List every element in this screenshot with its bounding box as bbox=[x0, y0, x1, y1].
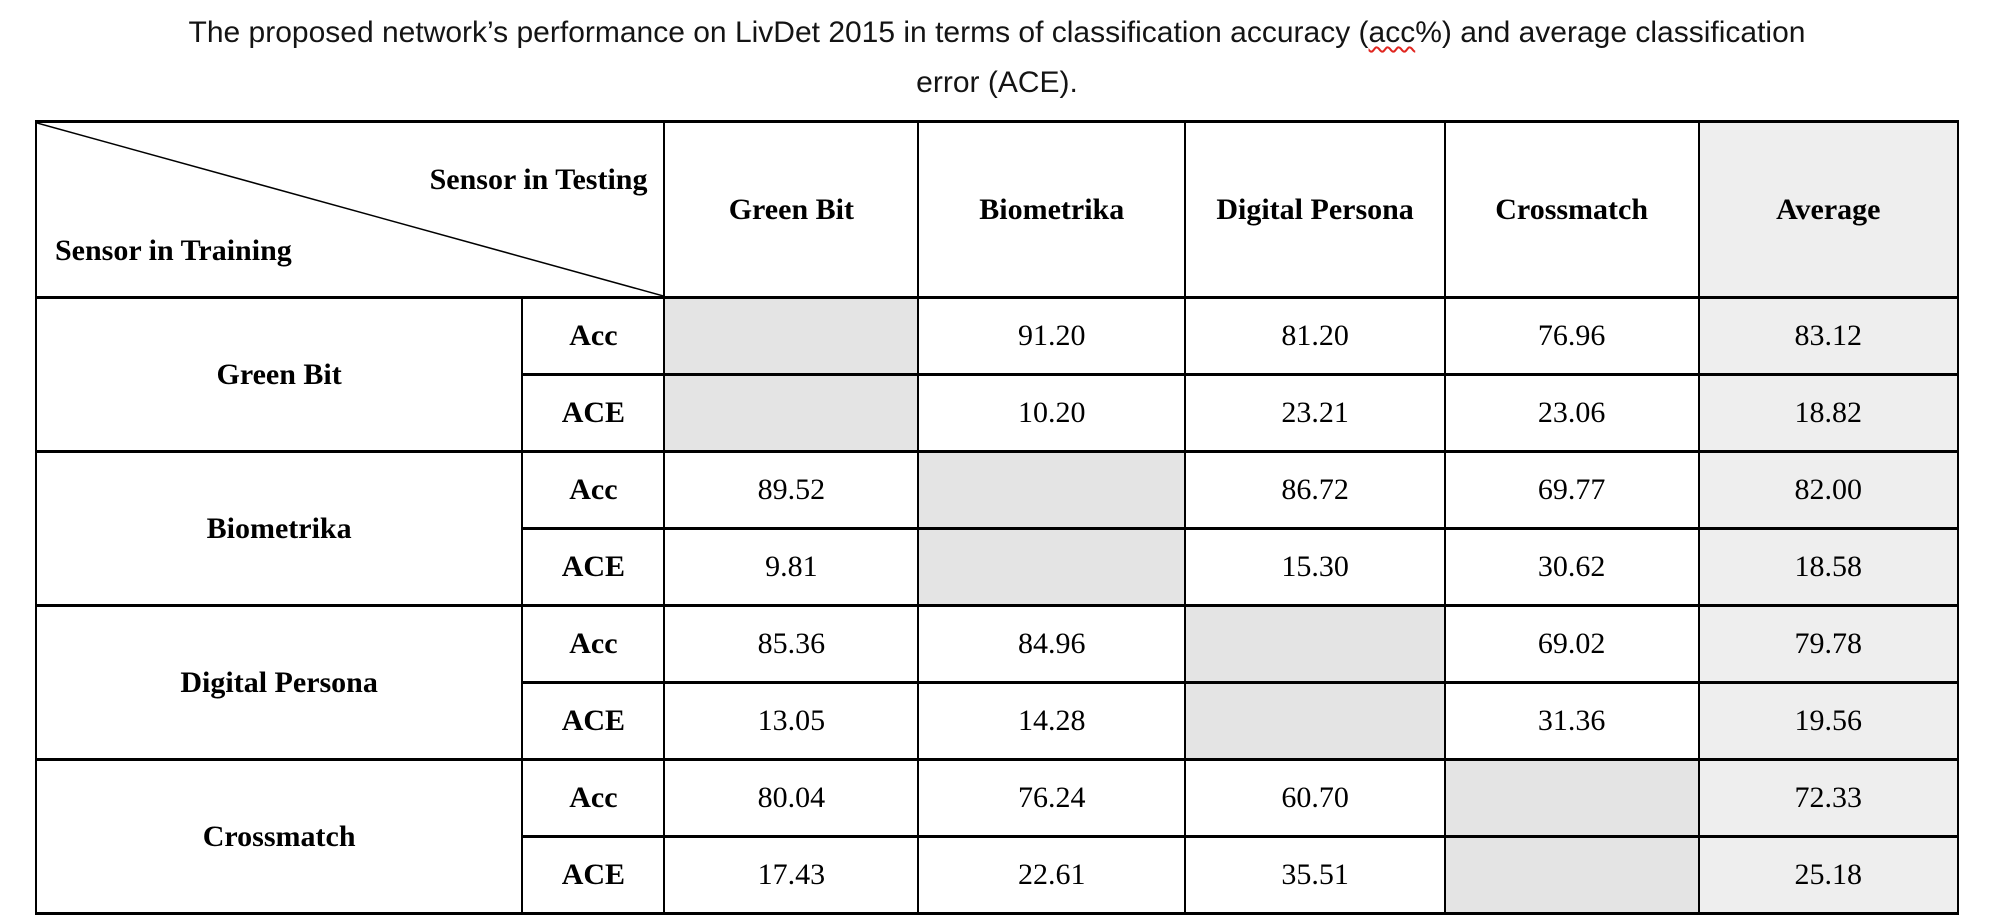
sensor-row-header-biometrika: Biometrika bbox=[34, 450, 524, 607]
value-cell: 35.51 bbox=[1184, 835, 1446, 915]
caption-text-post: %) and average classification bbox=[1415, 16, 1806, 49]
table-caption: The proposed network’s performance on Li… bbox=[0, 0, 1994, 107]
metric-label-acc: Acc bbox=[521, 758, 666, 838]
blank-diagonal-cell bbox=[1443, 835, 1700, 915]
row-digital-persona-ace: ACE 13.05 14.28 31.36 19.56 bbox=[36, 681, 1960, 761]
value-cell: 86.72 bbox=[1184, 450, 1446, 530]
row-crossmatch-ace: ACE 17.43 22.61 35.51 25.18 bbox=[36, 835, 1960, 915]
blank-diagonal-cell bbox=[663, 373, 920, 453]
blank-diagonal-cell bbox=[1184, 604, 1446, 684]
metric-label-acc: Acc bbox=[521, 296, 666, 376]
value-cell: 31.36 bbox=[1443, 681, 1700, 761]
blank-diagonal-cell bbox=[1184, 681, 1446, 761]
value-cell: 60.70 bbox=[1184, 758, 1446, 838]
sensor-row-header-green-bit: Green Bit bbox=[34, 296, 524, 453]
metric-label-acc: Acc bbox=[521, 450, 666, 530]
value-cell-average: 82.00 bbox=[1697, 450, 1960, 530]
blank-diagonal-cell bbox=[663, 296, 920, 376]
corner-cell: Sensor in Testing Sensor in Training bbox=[34, 120, 666, 299]
blank-diagonal-cell bbox=[1443, 758, 1700, 838]
metric-label-ace: ACE bbox=[521, 835, 666, 915]
column-header-biometrika: Biometrika bbox=[917, 120, 1187, 299]
metric-label-ace: ACE bbox=[521, 527, 666, 607]
column-header-average: Average bbox=[1697, 120, 1960, 299]
value-cell: 85.36 bbox=[663, 604, 920, 684]
sensor-in-testing-label: Sensor in Testing bbox=[429, 163, 648, 196]
value-cell: 80.04 bbox=[663, 758, 920, 838]
row-crossmatch-acc: Crossmatch Acc 80.04 76.24 60.70 72.33 bbox=[34, 758, 1960, 915]
value-cell: 17.43 bbox=[663, 835, 920, 915]
metric-label-acc: Acc bbox=[521, 604, 666, 684]
value-cell: 69.77 bbox=[1443, 450, 1700, 530]
value-cell: 22.61 bbox=[917, 835, 1187, 915]
value-cell: 69.02 bbox=[1443, 604, 1700, 684]
value-cell-average: 72.33 bbox=[1697, 758, 1960, 838]
metric-label-ace: ACE bbox=[521, 681, 666, 761]
value-cell: 30.62 bbox=[1443, 527, 1700, 607]
value-cell: 9.81 bbox=[663, 527, 920, 607]
sensor-row-header-digital-persona: Digital Persona bbox=[34, 604, 524, 761]
value-cell-average: 83.12 bbox=[1697, 296, 1960, 376]
column-header-crossmatch: Crossmatch bbox=[1443, 120, 1700, 299]
value-cell-average: 79.78 bbox=[1697, 604, 1960, 684]
value-cell: 81.20 bbox=[1184, 296, 1446, 376]
value-cell: 23.06 bbox=[1443, 373, 1700, 453]
value-cell-average: 19.56 bbox=[1697, 681, 1960, 761]
row-biometrika-acc: Biometrika Acc 89.52 86.72 69.77 82.00 bbox=[34, 450, 1960, 607]
results-table: Sensor in Testing Sensor in Training Gre… bbox=[34, 120, 1960, 915]
row-green-bit-ace: ACE 10.20 23.21 23.06 18.82 bbox=[36, 373, 1960, 453]
value-cell-average: 18.58 bbox=[1697, 527, 1960, 607]
diagonal-divider-line bbox=[37, 123, 663, 296]
column-header-green-bit: Green Bit bbox=[663, 120, 920, 299]
spellcheck-underlined-word: acc bbox=[1368, 16, 1416, 49]
blank-diagonal-cell bbox=[917, 527, 1187, 607]
value-cell: 13.05 bbox=[663, 681, 920, 761]
caption-text-line2: error (ACE). bbox=[916, 65, 1078, 99]
sensor-in-training-label: Sensor in Training bbox=[55, 234, 292, 267]
value-cell: 23.21 bbox=[1184, 373, 1446, 453]
value-cell: 14.28 bbox=[917, 681, 1187, 761]
row-biometrika-ace: ACE 9.81 15.30 30.62 18.58 bbox=[36, 527, 1960, 607]
value-cell-average: 18.82 bbox=[1697, 373, 1960, 453]
value-cell: 89.52 bbox=[663, 450, 920, 530]
value-cell: 10.20 bbox=[917, 373, 1187, 453]
blank-diagonal-cell bbox=[917, 450, 1187, 530]
header-row: Sensor in Testing Sensor in Training Gre… bbox=[34, 120, 1960, 299]
row-digital-persona-acc: Digital Persona Acc 85.36 84.96 69.02 79… bbox=[34, 604, 1960, 761]
value-cell: 76.24 bbox=[917, 758, 1187, 838]
caption-text-pre: The proposed network’s performance on Li… bbox=[188, 16, 1369, 49]
column-header-digital-persona: Digital Persona bbox=[1184, 120, 1446, 299]
sensor-row-header-crossmatch: Crossmatch bbox=[34, 758, 524, 915]
value-cell: 76.96 bbox=[1443, 296, 1700, 376]
value-cell: 91.20 bbox=[917, 296, 1187, 376]
metric-label-ace: ACE bbox=[521, 373, 666, 453]
value-cell-average: 25.18 bbox=[1697, 835, 1960, 915]
value-cell: 15.30 bbox=[1184, 527, 1446, 607]
value-cell: 84.96 bbox=[917, 604, 1187, 684]
row-green-bit-acc: Green Bit Acc 91.20 81.20 76.96 83.12 bbox=[34, 296, 1960, 453]
